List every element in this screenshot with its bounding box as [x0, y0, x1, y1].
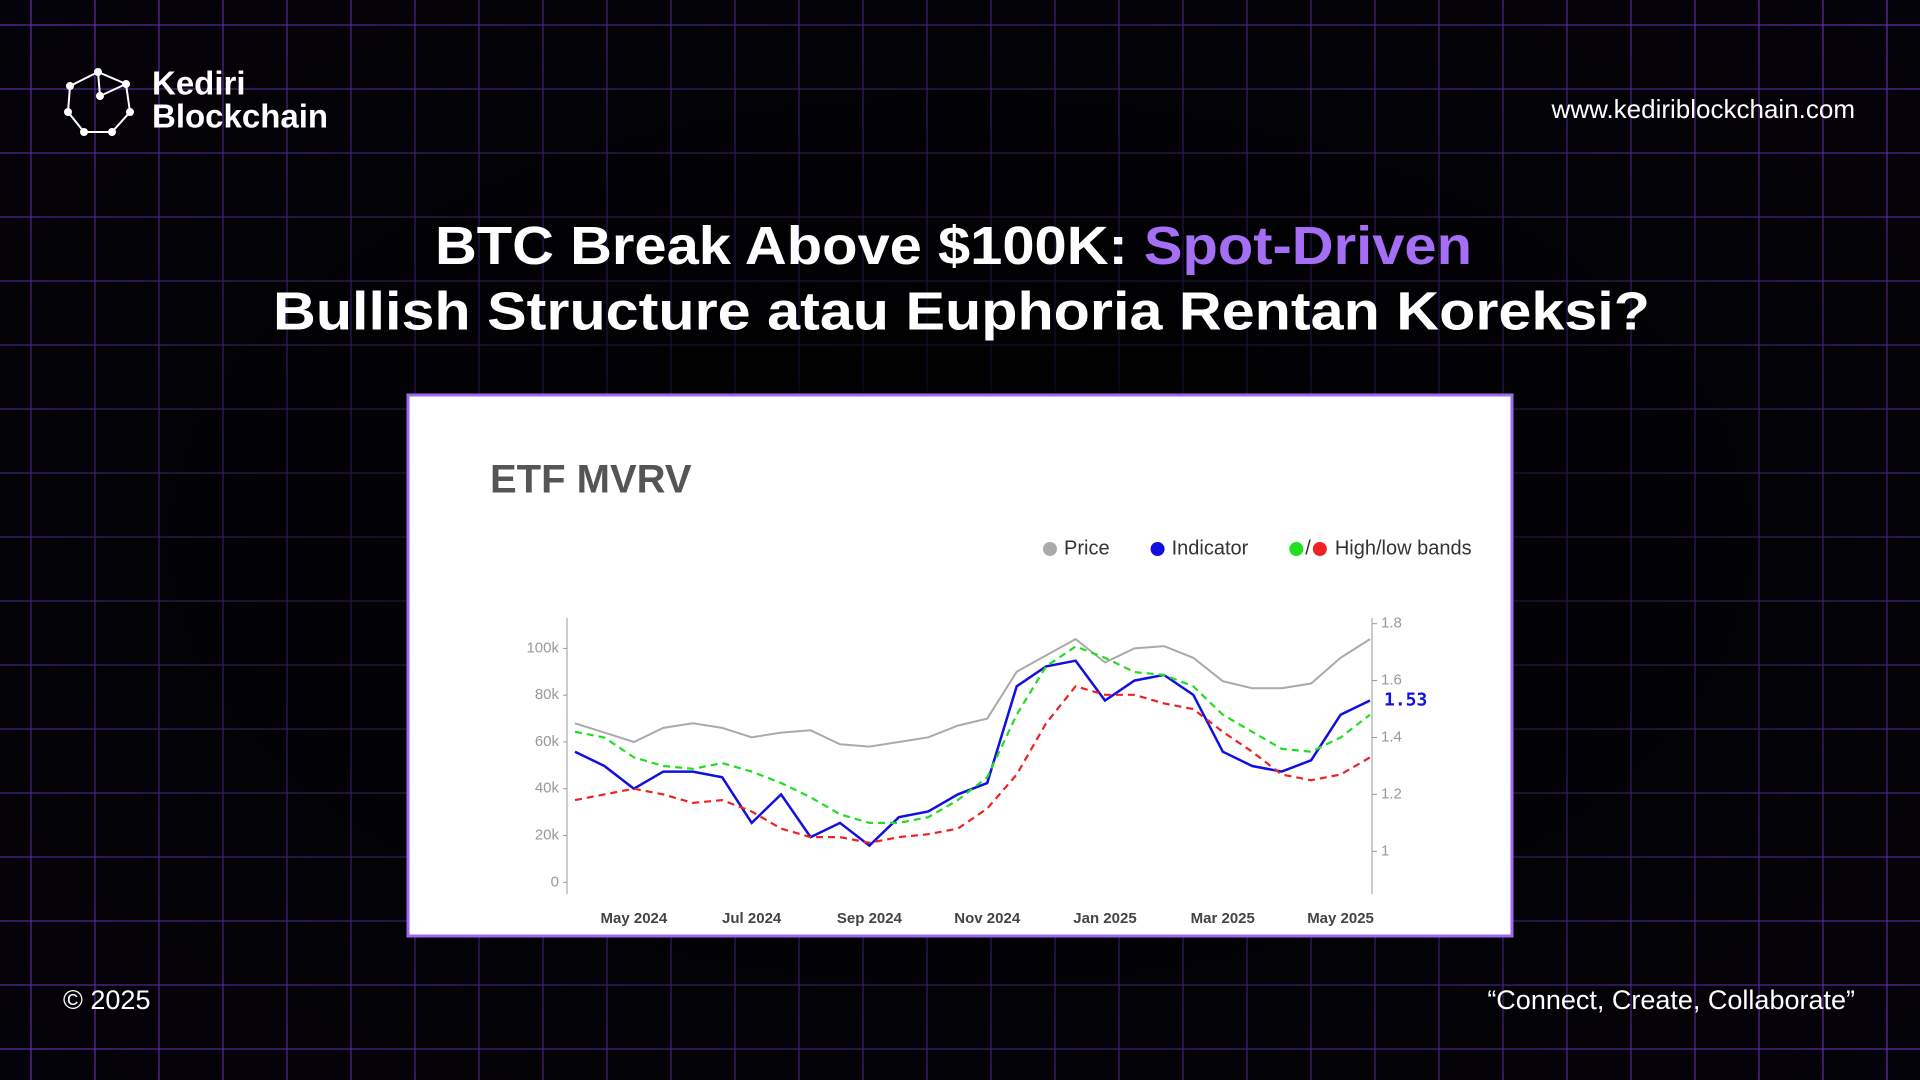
url: www.kediriblockchain.com: [1551, 94, 1855, 124]
title-highlight: Spot-Driven: [1144, 216, 1472, 276]
end-label: 1.53: [1384, 690, 1427, 711]
y-tick-label: 100k: [526, 639, 559, 656]
data-line: [574, 685, 1371, 844]
x-tick-label: Jan 2025: [1073, 910, 1136, 927]
legend-marker: [1043, 542, 1057, 556]
y-tick-label: 40k: [535, 780, 560, 797]
y2-tick-label: 1.6: [1381, 672, 1402, 689]
data-line: [574, 659, 1371, 848]
legend-marker: [1289, 542, 1304, 556]
legend-marker: [1150, 542, 1165, 556]
y2-tick-label: 1.4: [1381, 728, 1402, 745]
chart: 0 20k 40k 60k 80k 100k 1 1.2 1.4 1.6 1.8 May 2024 Ju…: [526, 537, 1471, 927]
x-tick-label: Jul 2024: [722, 910, 782, 927]
copyright: © 2025: [63, 985, 150, 1015]
x-tick-label: Nov 2024: [954, 910, 1021, 927]
x-tick-label: May 2024: [601, 910, 668, 927]
logo: [64, 68, 134, 136]
data-line: [574, 637, 1371, 748]
y2-tick-label: 1.2: [1381, 785, 1402, 802]
y2-tick-label: 1: [1381, 842, 1389, 859]
x-tick-label: Mar 2025: [1191, 910, 1255, 927]
x-tick-label: Sep 2024: [837, 910, 903, 927]
title: Bullish Structure atau Euphoria Rentan K…: [273, 281, 1650, 341]
y-tick-label: 60k: [535, 733, 560, 750]
legend-label: Indicator: [1172, 537, 1249, 559]
title-part: BTC Break Above $100K:: [435, 216, 1144, 276]
brand: Blockchain: [152, 98, 328, 135]
legend-separator: /: [1305, 537, 1311, 559]
legend-marker: [1312, 542, 1327, 556]
x-tick-label: May 2025: [1307, 910, 1374, 927]
title: BTC Break Above $100K: Spot-Driven: [435, 216, 1472, 276]
chart-title: ETF MVRV: [490, 458, 692, 502]
y-tick-label: 0: [551, 873, 559, 890]
tagline: “Connect, Create, Collaborate”: [1487, 985, 1855, 1015]
y-tick-label: 80k: [535, 686, 560, 703]
y-tick-label: 20k: [535, 826, 560, 843]
brand: Kediri: [152, 65, 246, 102]
y2-tick-label: 1.8: [1381, 615, 1402, 632]
legend-label: High/low bands: [1335, 537, 1472, 559]
chart-frame: [406, 393, 1514, 938]
legend-label: Price: [1064, 537, 1110, 559]
